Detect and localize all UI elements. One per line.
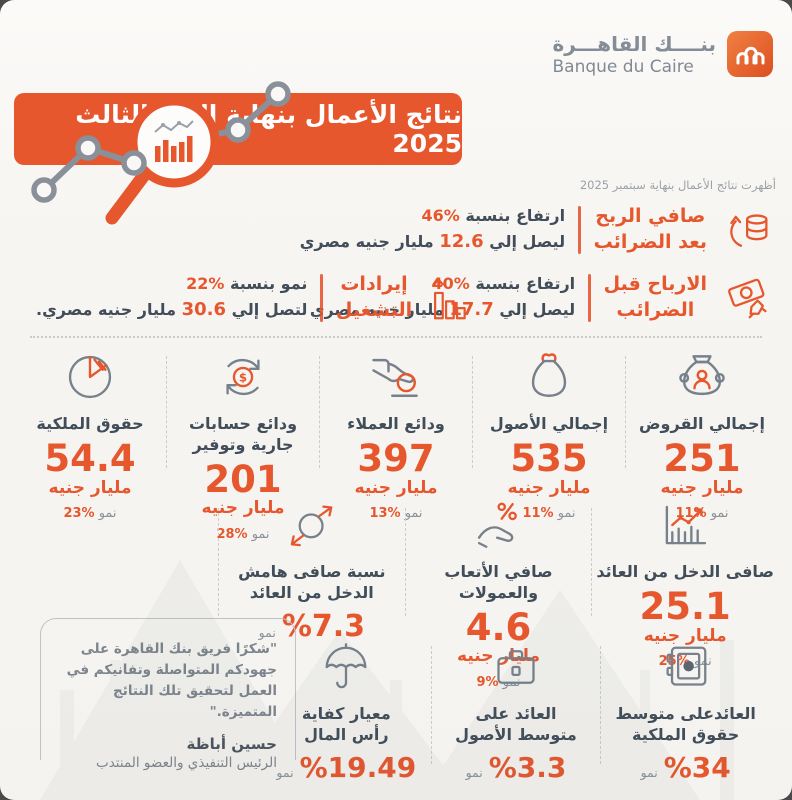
cash-hand-icon <box>728 278 767 319</box>
stat-card-customer-deposits: ودائع العملاء 397 مليار جنيه نمو %13 <box>320 346 472 521</box>
ratio-growth: %34 نمو <box>640 750 731 784</box>
stat-card-total-loans: إجمالي القروض 251 مليار جنيه نمو %11 <box>626 346 778 521</box>
stat-unit: مليار جنيه <box>660 477 744 498</box>
stat-value: 535 <box>510 436 588 480</box>
ceo-quote-box: "شكرًا فريق بنك القاهرة على جهودكم المتو… <box>40 618 296 771</box>
quote-author-name: حسين أباظة <box>186 734 277 753</box>
stat-card-total-assets: إجمالي الأصول 535 مليار جنيه نمو %11 <box>473 346 625 521</box>
quote-author-role: الرئيس التنفيذي والعضو المنتدب <box>96 754 277 771</box>
metric-title: صافي الأتعاب والعمولات <box>444 562 553 602</box>
stat-value: 397 <box>357 436 435 480</box>
metric-unit: مليار جنيه <box>643 625 727 646</box>
divider <box>588 274 591 322</box>
ratio-cards-row: العائدعلى متوسط حقوق الملكية %34 نمو الع… <box>262 636 770 782</box>
fees-hand-icon <box>477 502 517 548</box>
bank-name-english: Banque du Caire <box>552 56 694 77</box>
magnifier-trend-illustration-icon <box>31 81 291 225</box>
divider <box>578 206 581 254</box>
stat-unit: مليار جنيه <box>354 477 438 498</box>
operating-revenue-title: إيرادات التشغيل <box>335 273 413 321</box>
dashed-divider <box>319 356 320 468</box>
ratio-title: العائد على متوسط الأصول <box>455 704 577 744</box>
dashed-divider <box>404 508 406 616</box>
stat-unit: مليار جنيه <box>507 477 591 498</box>
briefcase-icon <box>497 650 535 684</box>
svg-text:$: $ <box>239 371 247 385</box>
income-chart-icon <box>665 505 707 545</box>
quote-text: "شكرًا فريق بنك القاهرة على جهودكم المتو… <box>66 641 277 720</box>
pretax-profit-title: الارباح قبل الضرائب <box>603 273 707 321</box>
ratio-title: العائدعلى متوسط حقوق الملكية <box>615 704 756 744</box>
stat-growth: نمو %28 <box>216 527 270 543</box>
dotted-separator <box>30 336 762 338</box>
stat-title: إجمالي الأصول <box>489 414 609 433</box>
dashed-divider <box>472 356 473 468</box>
stat-growth: نمو %13 <box>369 506 423 522</box>
stat-title: حقوق الملكية <box>36 414 144 433</box>
stat-cards-row: إجمالي القروض 251 مليار جنيه نمو %11 إجم… <box>14 346 778 542</box>
stat-growth: نمو %11 <box>522 506 576 522</box>
net-profit-title: صافي الربح بعد الضرائب <box>593 205 707 253</box>
pretax-profit-figures: ارتفاع بنسبة %40 ليصل إلي 17.7 مليار جني… <box>309 273 576 321</box>
dashed-divider <box>591 508 593 616</box>
loans-bag-icon <box>679 355 725 396</box>
assets-bag-icon <box>531 353 567 397</box>
metric-value: 4.6 <box>465 605 532 649</box>
intro-text: أظهرت نتائج الأعمال بنهاية سبتمبر 2025 <box>579 178 776 192</box>
coins-growth-icon <box>730 214 768 247</box>
equity-pie-icon <box>68 355 112 399</box>
ratio-card-return-on-assets: العائد على متوسط الأصول %3.3 نمو <box>432 636 601 782</box>
ratio-title: معيار كفاية رأس المال <box>301 704 391 744</box>
bank-logo: بنــــك القاهـــرة Banque du Caire <box>553 30 775 78</box>
revenue-bars-icon <box>433 278 466 320</box>
ratio-growth: %3.3 نمو <box>465 750 567 784</box>
currency-cycle-icon: $ <box>226 358 260 396</box>
stat-unit: مليار جنيه <box>201 498 285 519</box>
dashed-divider <box>217 508 219 616</box>
stat-value: 54.4 <box>44 436 136 480</box>
highlight-net-profit: صافي الربح بعد الضرائب ارتفاع بنسبة %46 … <box>300 202 776 258</box>
stat-title: ودائع حسابات جارية وتوفير <box>188 414 298 454</box>
ratio-card-return-on-equity: العائدعلى متوسط حقوق الملكية %34 نمو <box>601 636 770 782</box>
net-profit-figures: ارتفاع بنسبة %46 ليصل إلي 12.6 مليار جني… <box>299 205 566 253</box>
deposit-hand-icon <box>372 358 418 397</box>
metric-title: نسبة صافى هامش الدخل من العائد <box>238 562 386 602</box>
stat-card-current-savings-deposits: $ ودائع حسابات جارية وتوفير 201 مليار جن… <box>167 346 319 542</box>
stat-growth: نمو %23 <box>63 506 117 522</box>
stat-value: 251 <box>663 436 741 480</box>
dashed-divider <box>166 356 167 468</box>
stat-title: ودائع العملاء <box>347 414 445 433</box>
bank-name-arabic: بنــــك القاهـــرة <box>552 31 717 56</box>
highlight-operating-revenue: إيرادات التشغيل نمو بنسبة %22 لتصل إلي 3… <box>36 270 479 326</box>
operating-revenue-figures: نمو بنسبة %22 لتصل إلي 30.6 مليار جنيه م… <box>36 273 308 321</box>
metric-card-net-interest-margin: نسبة صافى هامش الدخل من العائد %7.3 نمو <box>219 494 405 642</box>
stat-card-equity: حقوق الملكية 54.4 مليار جنيه نمو %23 <box>14 346 166 521</box>
divider <box>320 274 323 322</box>
highlight-pretax-profit: الارباح قبل الضرائب ارتفاع بنسبة %40 ليص… <box>310 270 776 326</box>
ratio-growth: %19.49 نمو <box>276 750 417 784</box>
dashed-divider <box>600 646 602 764</box>
margin-swap-icon <box>290 505 333 547</box>
bank-logo-mark-icon <box>727 31 773 77</box>
dashed-divider <box>430 646 432 764</box>
metric-value: 25.1 <box>639 584 731 628</box>
stat-title: إجمالي القروض <box>639 414 765 433</box>
umbrella-icon <box>325 643 367 689</box>
ratio-card-capital-adequacy: معيار كفاية رأس المال %19.49 نمو <box>262 636 431 782</box>
stat-value: 201 <box>204 457 282 501</box>
safe-icon <box>666 646 707 686</box>
dashed-divider <box>625 356 626 468</box>
stat-unit: مليار جنيه <box>48 477 132 498</box>
metric-title: صافى الدخل من العائد <box>596 562 774 581</box>
